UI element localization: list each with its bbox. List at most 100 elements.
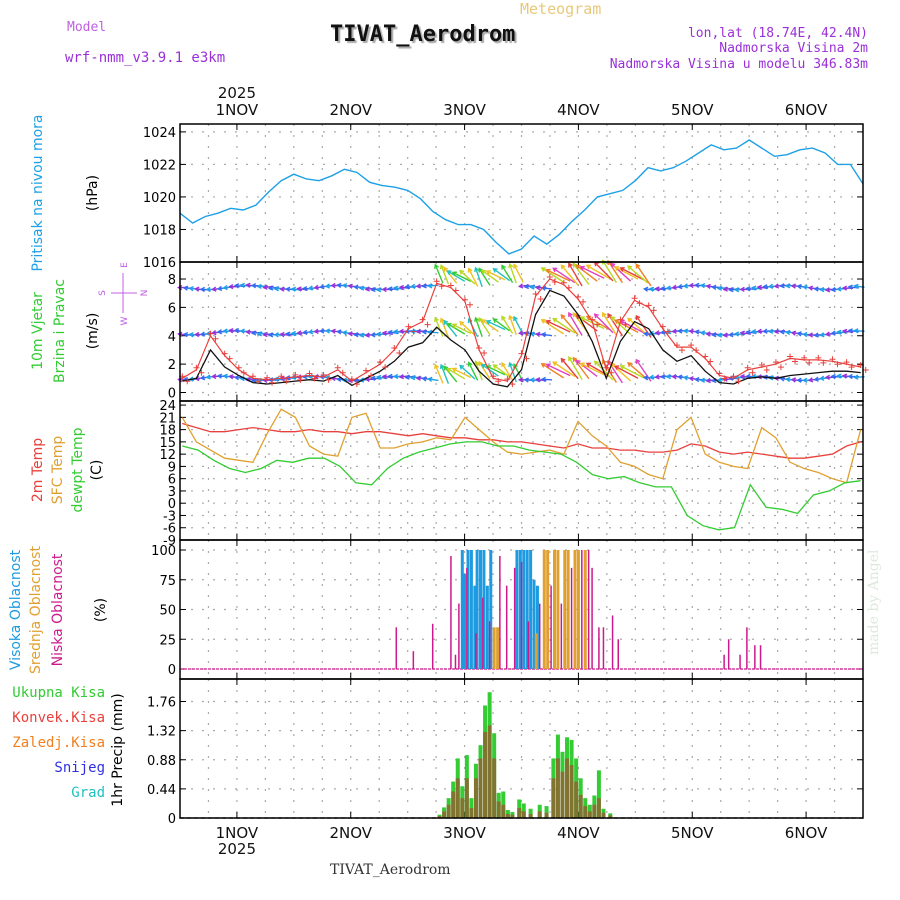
y-tick-label: 25: [159, 633, 176, 648]
wind-direction-arrow: [319, 328, 325, 334]
wind-gust-marker: [292, 371, 299, 378]
wind-direction-arrow: [745, 329, 751, 335]
precip-conv-bar: [596, 798, 601, 818]
wind-direction-arrow: [501, 265, 514, 283]
wind-direction-arrow: [756, 284, 762, 291]
wind-gust-marker: [278, 373, 285, 380]
wind-direction-arrow: [492, 268, 498, 273]
wind-direction-arrow: [518, 330, 524, 336]
wind-gust-marker: [212, 335, 219, 342]
wind-gust-marker: [461, 296, 468, 303]
wind-direction-arrow: [211, 330, 217, 336]
wind-direction-arrow: [434, 317, 444, 337]
wind-gust-marker: [405, 323, 412, 330]
wind-direction-arrow: [513, 263, 518, 269]
wind-direction-arrow: [459, 270, 476, 285]
wind-direction-arrow: [330, 282, 336, 289]
low-cloud-bar: [739, 654, 741, 669]
wind-direction-arrow: [447, 368, 466, 380]
wind-gust-marker: [518, 350, 525, 357]
wind-gust-marker: [419, 316, 426, 323]
wind-direction-arrow: [654, 374, 660, 380]
wind-direction-arrow: [398, 374, 405, 380]
wind-direction-arrow: [501, 316, 514, 334]
wind-gust-marker: [707, 358, 714, 365]
wind-direction-arrow: [375, 287, 382, 293]
wind-direction-arrow: [568, 355, 573, 362]
wind-gust-marker: [617, 316, 624, 323]
precip-conv-bar: [442, 811, 447, 818]
precip-legend-item: Snijeg: [54, 760, 105, 776]
precip-conv-bar: [510, 814, 515, 818]
wind-gust-marker: [368, 372, 375, 379]
wind-direction-arrow: [593, 360, 599, 366]
wind-direction-arrow: [273, 332, 279, 338]
wind-direction-arrow: [836, 373, 842, 379]
wind-direction-arrow: [756, 328, 762, 334]
wind-direction-arrow: [807, 332, 813, 338]
wind-gust-marker: [735, 378, 742, 385]
low-cloud-bar: [550, 585, 552, 669]
low-cloud-bar: [475, 633, 477, 669]
cloud-unit-label: (%): [93, 598, 109, 622]
wind-gust-marker: [594, 321, 601, 328]
wind-direction-arrow: [545, 363, 551, 369]
wind-direction-arrow: [347, 331, 353, 337]
wind-direction-arrow: [568, 262, 573, 268]
wind-direction-arrow: [216, 285, 223, 292]
wind-direction-arrow: [552, 318, 576, 334]
wind-direction-arrow: [446, 270, 452, 275]
low-cloud-bar: [754, 645, 756, 669]
wind-direction-arrow: [393, 285, 399, 291]
wind-direction-arrow: [228, 283, 234, 290]
y-tick-label: 1024: [143, 126, 176, 141]
low-cloud-bar: [395, 627, 398, 669]
wind-direction-arrow: [347, 283, 353, 289]
precip-conv-bar: [501, 804, 506, 818]
wind-direction-arrow: [443, 365, 449, 371]
wind-direction-arrow: [773, 283, 780, 289]
wind-direction-arrow: [576, 264, 598, 282]
temp-axis-title-sfc: SFC Temp: [50, 436, 66, 505]
wind-direction-arrow: [493, 364, 511, 378]
wind-direction-arrow: [751, 285, 757, 291]
wind-direction-arrow: [422, 284, 433, 287]
wind-direction-arrow: [614, 266, 639, 280]
high-cloud-bar: [482, 550, 486, 669]
y-tick-label: -9: [163, 534, 176, 549]
wind-direction-arrow: [370, 375, 376, 381]
wind-direction-arrow: [398, 328, 404, 335]
pressure-line: [179, 139, 864, 255]
wind-direction-arrow: [330, 328, 336, 334]
wind-direction-arrow: [370, 332, 376, 338]
wind-direction-arrow: [447, 323, 466, 335]
wind-direction-arrow: [705, 283, 711, 289]
model-label: Model: [67, 20, 107, 35]
wind-direction-arrow: [535, 284, 541, 291]
y-tick-label: -6: [163, 522, 176, 537]
precip-conv-bar: [455, 778, 460, 818]
low-cloud-bar: [727, 639, 730, 669]
wind-direction-arrow: [481, 363, 499, 377]
wind-direction-arrow: [478, 317, 491, 336]
wind-direction-arrow: [184, 333, 195, 337]
wind-direction-arrow: [428, 378, 439, 382]
y-tick-label: 0: [168, 663, 176, 678]
wind-direction-arrow: [529, 284, 535, 290]
wind-direction-arrow: [392, 373, 399, 380]
wind-direction-arrow: [716, 377, 723, 383]
wind-direction-arrow: [682, 283, 689, 289]
wind-direction-arrow: [486, 320, 506, 331]
wind-direction-arrow: [802, 331, 808, 338]
wind-direction-arrow: [546, 320, 571, 333]
product-title: Meteogram: [520, 0, 602, 18]
high-cloud-bar: [529, 550, 533, 669]
wind-direction-arrow: [635, 314, 641, 321]
wind-direction-arrow: [722, 332, 728, 338]
wind-gust-marker: [334, 364, 341, 371]
wind-direction-arrow: [229, 329, 240, 333]
wind-direction-arrow: [552, 267, 576, 284]
wind-direction-arrow: [216, 329, 223, 335]
wind-direction-arrow: [552, 317, 558, 323]
